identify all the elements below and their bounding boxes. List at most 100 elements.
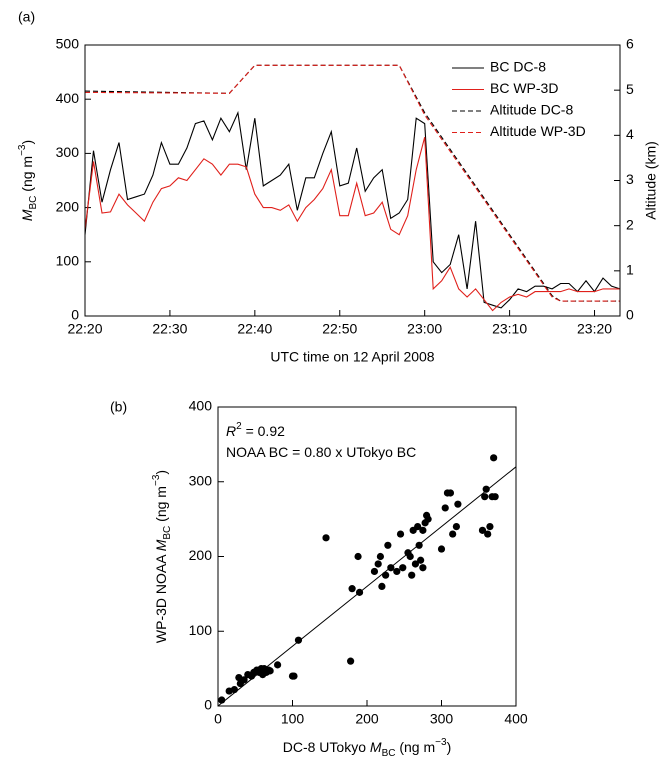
label-part: = 0.92	[242, 423, 285, 439]
point	[491, 493, 499, 501]
point	[378, 582, 386, 591]
y-tick-label: 300	[189, 472, 213, 488]
annotation: R2 = 0.92	[226, 421, 285, 439]
x-axis-label: DC-8 UTokyo MBC (ng m−3)	[283, 737, 451, 759]
point	[355, 588, 364, 596]
x-tick-label: 300	[430, 711, 454, 727]
plot-frame	[84, 44, 621, 317]
label-part: WP-3D NOAA	[153, 551, 169, 643]
point	[414, 523, 422, 531]
point	[419, 526, 427, 534]
y-tick-label: 0	[71, 307, 79, 323]
point	[415, 541, 423, 549]
point	[348, 585, 356, 593]
point	[486, 523, 494, 531]
label-part: R	[226, 423, 236, 439]
y-axis-label: MBC (ng m−3)	[17, 140, 39, 221]
point	[419, 564, 427, 572]
series-line	[84, 110, 621, 309]
annotation: NOAA BC = 0.80 x UTokyo BC	[226, 444, 416, 460]
label-part: BC	[28, 196, 39, 210]
plot-frame	[217, 406, 517, 707]
point	[393, 567, 401, 576]
series-line	[84, 136, 620, 312]
x-tick-label: 0	[214, 711, 222, 727]
x-tick-label: 400	[504, 711, 528, 727]
label-part: −3	[151, 474, 162, 486]
point	[449, 530, 457, 538]
point	[399, 564, 407, 572]
point	[417, 556, 425, 564]
point	[387, 564, 395, 572]
label-part: M	[19, 209, 35, 221]
point	[266, 667, 274, 675]
fit-line	[217, 466, 517, 707]
point	[376, 552, 385, 561]
y2-tick-label: 6	[626, 36, 634, 52]
x-tick-label: 23:10	[492, 321, 527, 337]
label-part: M	[370, 739, 382, 755]
label-part: M	[153, 539, 169, 551]
y-tick-label: 100	[56, 253, 80, 269]
point	[294, 636, 303, 644]
point	[446, 489, 455, 497]
point	[441, 504, 449, 512]
panel-label: (b)	[110, 399, 127, 415]
x-tick-label: 100	[281, 711, 305, 727]
y-tick-label: 100	[189, 622, 213, 638]
point	[452, 523, 460, 531]
label-part: BC	[162, 526, 173, 540]
legend-label: Altitude WP-3D	[490, 123, 586, 139]
label-part: (ng m	[19, 156, 35, 196]
label-part: )	[447, 739, 452, 755]
y-tick-label: 400	[56, 90, 80, 106]
point	[481, 493, 489, 501]
y-tick-label: 0	[204, 697, 212, 713]
legend-label: BC WP-3D	[490, 80, 558, 96]
y2-tick-label: 5	[626, 81, 634, 97]
x-tick-label: 200	[355, 711, 379, 727]
point	[384, 541, 392, 549]
y2-tick-label: 3	[626, 171, 634, 187]
x-axis-label: UTC time on 12 April 2008	[270, 349, 434, 365]
label-part: BC	[382, 748, 396, 759]
y2-tick-label: 1	[626, 262, 634, 278]
point	[484, 530, 492, 538]
point	[411, 560, 420, 568]
y-tick-label: 500	[56, 36, 80, 52]
point	[437, 545, 446, 553]
x-tick-label: 22:50	[322, 321, 357, 337]
x-tick-label: 22:30	[152, 321, 187, 337]
legend-label: BC DC-8	[490, 59, 546, 75]
point	[240, 676, 248, 684]
point	[370, 567, 379, 576]
point	[290, 672, 298, 680]
y2-tick-label: 2	[626, 216, 634, 232]
y-axis-label: WP-3D NOAA MBC (ng m−3)	[151, 470, 173, 643]
x-tick-label: 22:40	[237, 321, 272, 337]
label-part: −3	[17, 144, 28, 156]
y-tick-label: 400	[189, 398, 213, 414]
point	[482, 485, 490, 493]
label-part: NOAA BC = 0.80 x UTokyo BC	[226, 444, 416, 460]
label-part: (ng m	[153, 486, 169, 526]
y-tick-label: 200	[56, 198, 80, 214]
panel-label: (a)	[18, 9, 35, 25]
x-tick-label: 23:20	[577, 321, 612, 337]
point	[347, 657, 355, 665]
label-part: )	[153, 470, 169, 475]
point	[354, 552, 362, 561]
x-tick-label: 22:20	[67, 321, 102, 337]
label-part: )	[19, 140, 35, 145]
series-line	[84, 64, 620, 302]
point	[322, 534, 330, 542]
point	[218, 696, 226, 704]
point	[374, 560, 382, 568]
point	[478, 526, 487, 534]
y2-tick-label: 4	[626, 126, 634, 142]
label-part: 2	[236, 421, 242, 432]
point	[230, 685, 238, 694]
y-tick-label: 300	[56, 144, 80, 160]
